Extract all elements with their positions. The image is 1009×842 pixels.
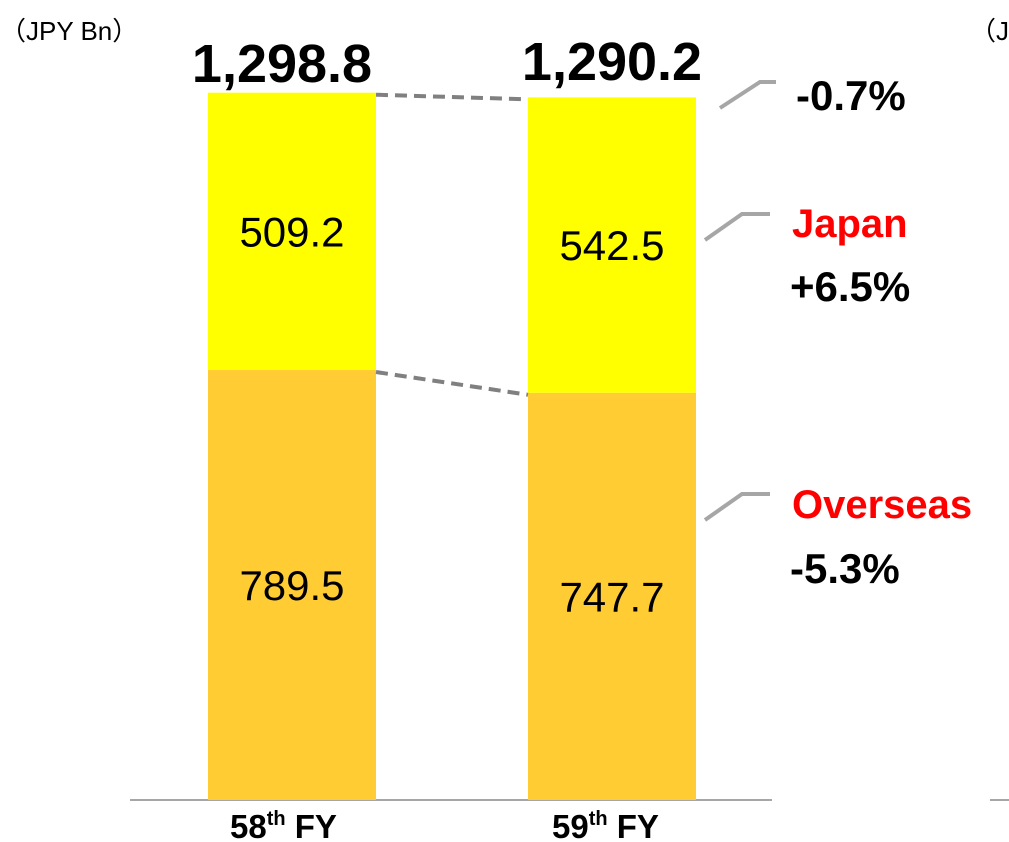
unit-label: （JPY Bn） [0,16,138,46]
total-change: -0.7% [796,72,906,119]
seg-label-japan-59: 542.5 [559,222,664,269]
japan-change: +6.5% [790,263,910,310]
leader-overseas [703,492,770,522]
overseas-change: -5.3% [790,545,900,592]
category-suffix: th [267,808,286,830]
category-ordinal: 58 [230,808,267,842]
bar-overseas-58 [208,370,376,800]
category-rest: FY [286,808,337,842]
japan-label: Japan [792,202,908,246]
right-cut-label: （J [970,16,1009,46]
overseas-label: Overseas [792,483,972,527]
category-label-58: 58th FY [230,808,337,842]
bar-japan-58 [208,92,376,371]
category-suffix: th [589,808,608,830]
seg-label-overseas-58: 789.5 [239,562,344,609]
total-label-59: 1,290.2 [522,32,702,92]
seg-label-japan-58: 509.2 [239,208,344,255]
leader-total [718,80,776,110]
category-label-59: 59th FY [552,808,659,842]
category-ordinal: 59 [552,808,589,842]
connector-total [375,92,529,102]
seg-label-overseas-59: 747.7 [559,573,664,620]
leader-japan [703,212,770,242]
bar-japan-59 [528,97,696,393]
category-rest: FY [608,808,659,842]
total-label-58: 1,298.8 [192,34,372,94]
bar-overseas-59 [528,392,696,800]
connector-overseas [375,370,529,397]
